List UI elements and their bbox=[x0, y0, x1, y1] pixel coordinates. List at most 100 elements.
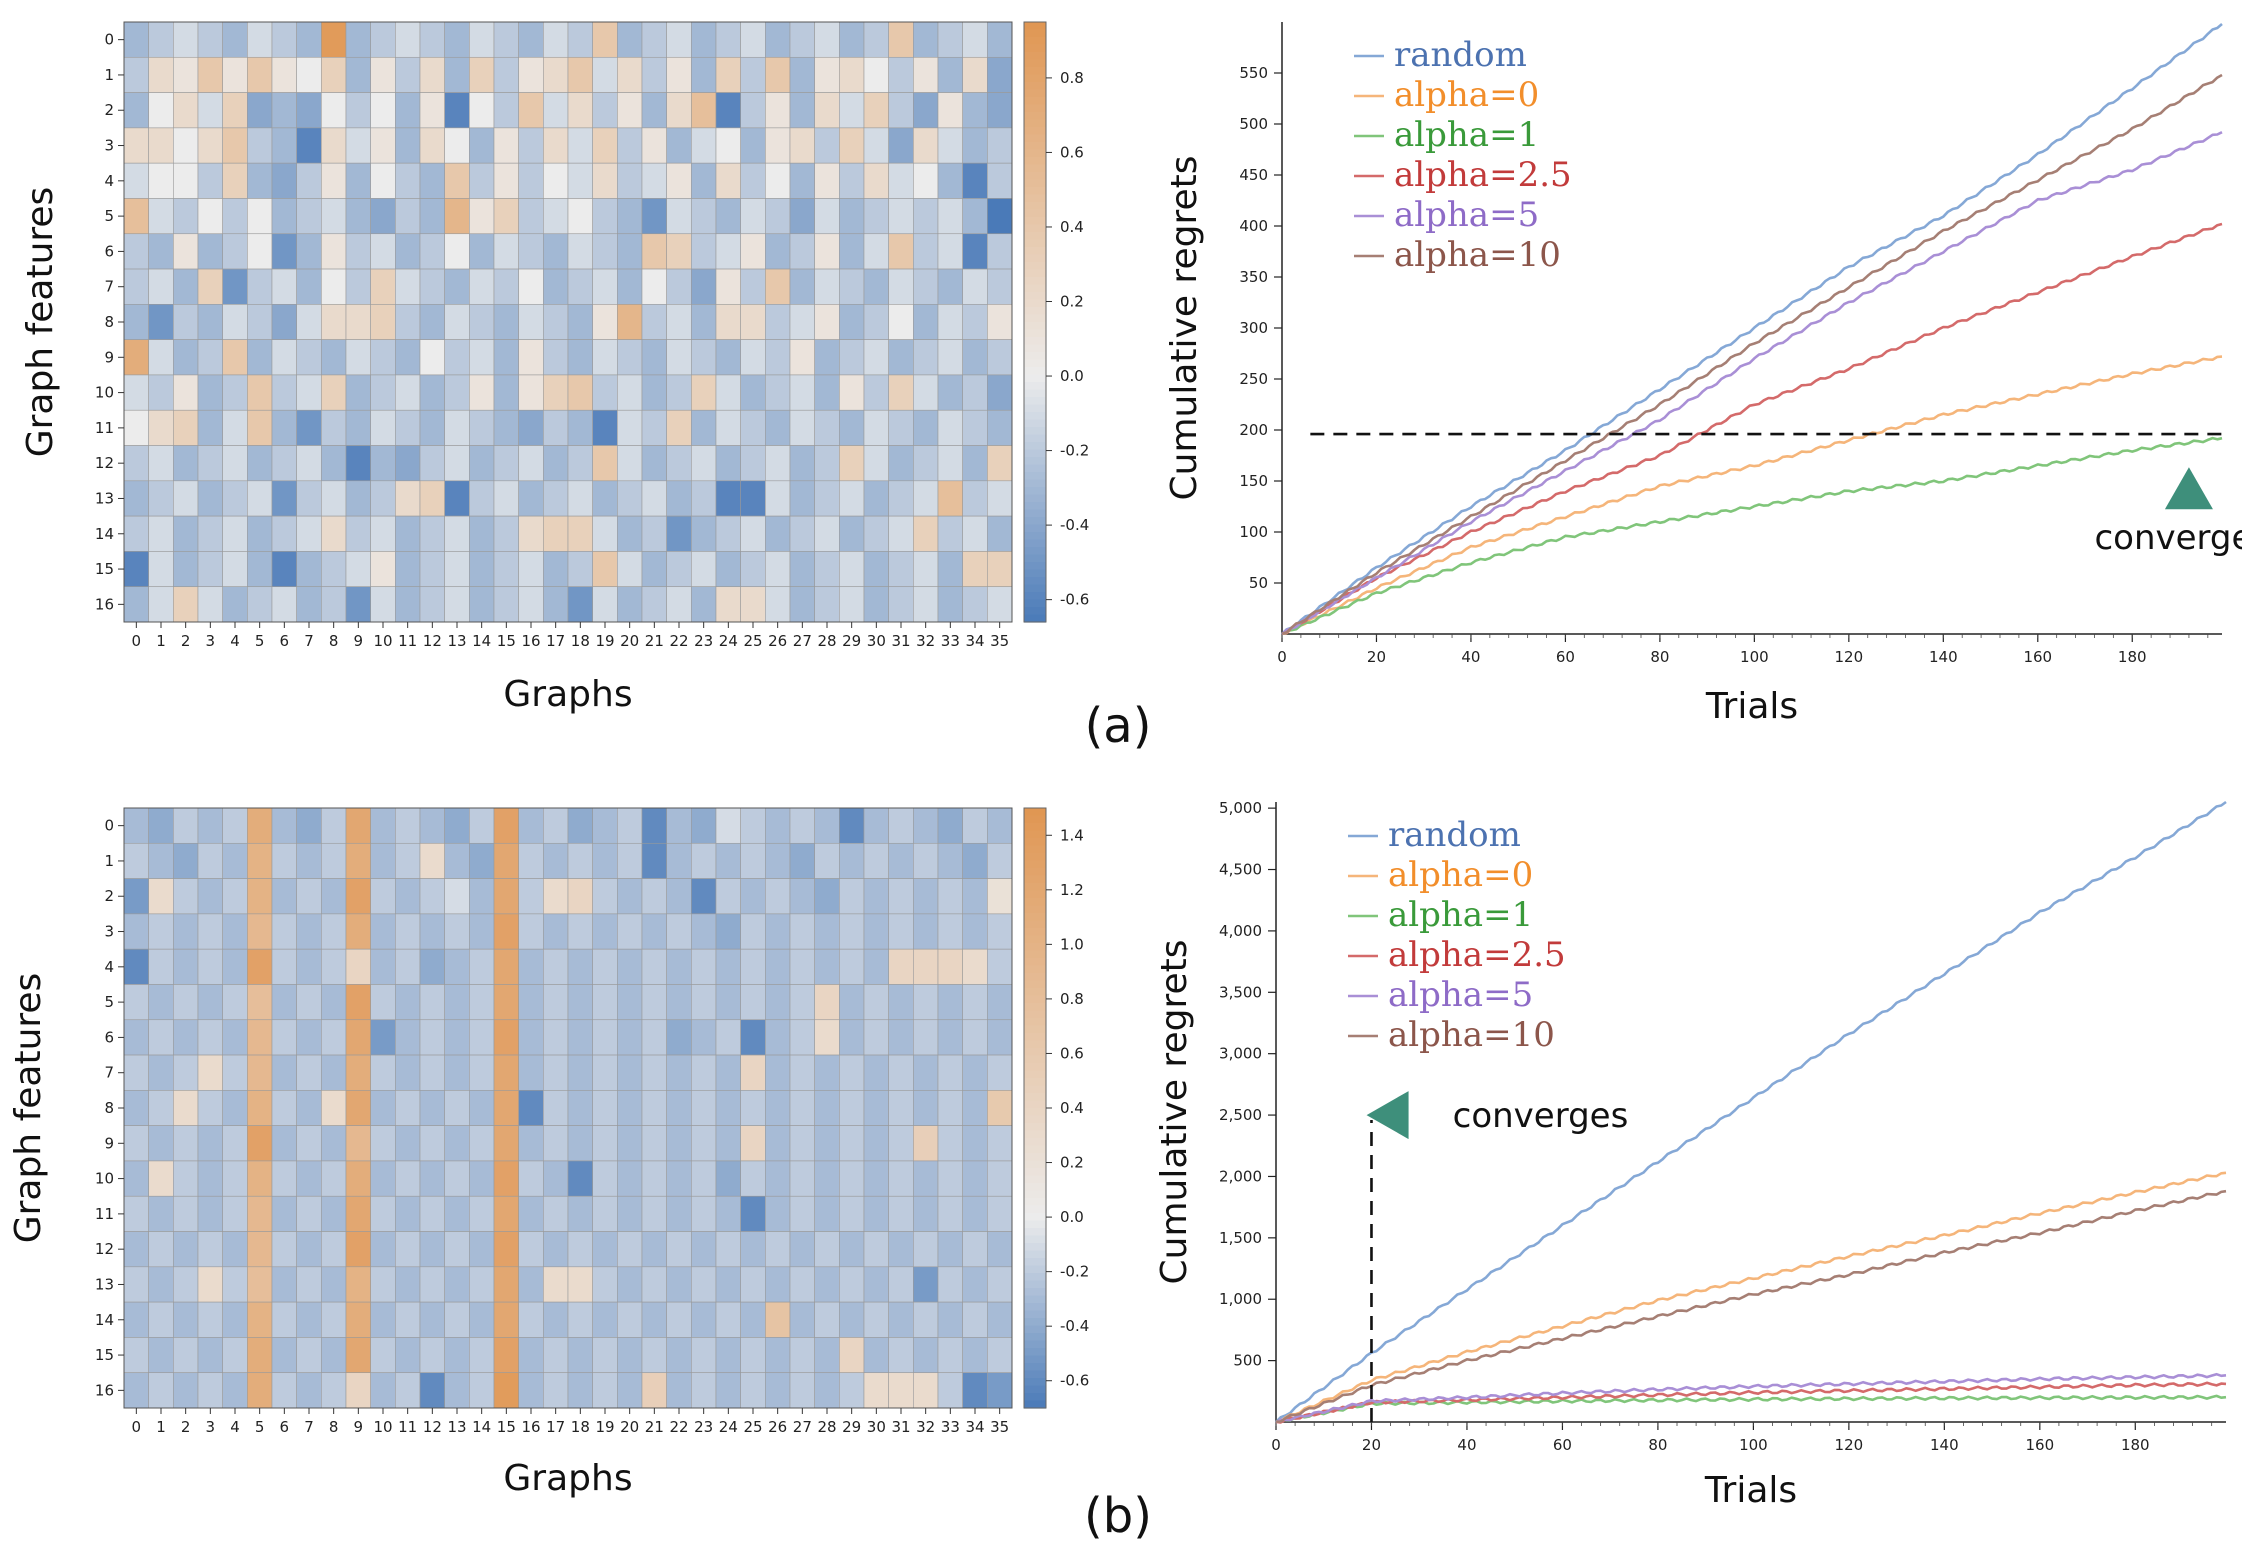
heatmap-cell bbox=[543, 1019, 569, 1056]
heatmap-cell bbox=[641, 948, 667, 985]
heatmap-cell bbox=[247, 1195, 273, 1232]
heatmap-cell bbox=[493, 1054, 519, 1091]
colorbar-segment bbox=[1024, 1130, 1046, 1139]
colorbar-segment bbox=[1024, 149, 1046, 158]
heatmap-cell bbox=[987, 807, 1013, 844]
heatmap-cell bbox=[148, 92, 174, 129]
heatmap-cell bbox=[370, 984, 396, 1021]
heatmap-cell bbox=[469, 374, 495, 411]
heatmap-cell bbox=[691, 162, 717, 199]
heatmap-cell bbox=[419, 984, 445, 1021]
heatmap-row-label: 0 bbox=[104, 817, 114, 835]
heatmap-cell bbox=[370, 1231, 396, 1268]
heatmap-cell bbox=[296, 878, 322, 915]
heatmap-cell bbox=[469, 162, 495, 199]
heatmap-cell bbox=[913, 1019, 939, 1056]
heatmap-cell bbox=[789, 198, 815, 235]
heatmap-cell bbox=[493, 92, 519, 129]
colorbar-tick-label: -0.2 bbox=[1060, 1263, 1089, 1281]
heatmap-cell bbox=[839, 1090, 865, 1126]
heatmap-cell bbox=[148, 1231, 174, 1268]
heatmap-cell bbox=[197, 878, 223, 915]
heatmap-cell bbox=[148, 913, 174, 950]
heatmap-cell bbox=[937, 1266, 963, 1303]
panel-label-b: (b) bbox=[1084, 1488, 1152, 1544]
heatmap-cell bbox=[567, 1337, 593, 1374]
heatmap-cell bbox=[987, 198, 1013, 235]
heatmap-cell bbox=[641, 586, 667, 623]
heatmap-row-label: 5 bbox=[104, 207, 114, 225]
heatmap-cell bbox=[567, 480, 593, 517]
heatmap-cell bbox=[641, 913, 667, 950]
heatmap-col-label: 8 bbox=[329, 632, 339, 650]
heatmap-cell bbox=[592, 480, 618, 517]
line-chart-b: 0 20 40 60 80 100 120 140 160 1805001,0001,5002,0… bbox=[1154, 799, 2227, 1511]
heatmap-cell bbox=[740, 21, 766, 58]
heatmap-cell bbox=[666, 807, 692, 844]
heatmap-cell bbox=[913, 268, 939, 305]
heatmap-cell bbox=[543, 1372, 569, 1409]
heatmap-cell bbox=[740, 1160, 766, 1197]
heatmap-cell bbox=[913, 913, 939, 950]
heatmap-cell bbox=[888, 1266, 914, 1303]
heatmap-cell bbox=[395, 304, 421, 340]
colorbar-segment bbox=[1024, 217, 1046, 226]
heatmap-cell bbox=[863, 480, 889, 517]
heatmap-cell bbox=[370, 304, 396, 340]
heatmap-cell bbox=[419, 878, 445, 915]
heatmap-cell bbox=[395, 1054, 421, 1091]
y-tick-label: 1,000 bbox=[1219, 1290, 1262, 1308]
colorbar-segment bbox=[1024, 22, 1046, 31]
heatmap-cell bbox=[345, 1019, 371, 1056]
heatmap-cell bbox=[740, 1266, 766, 1303]
heatmap-cell bbox=[419, 92, 445, 129]
colorbar-segment bbox=[1024, 958, 1046, 967]
heatmap-cell bbox=[592, 1231, 618, 1268]
heatmap-cell bbox=[321, 1125, 347, 1162]
colorbar-segment bbox=[1024, 472, 1046, 481]
heatmap-cell bbox=[493, 304, 519, 340]
legend-label: alpha=0 bbox=[1388, 855, 1533, 895]
series-line-alpha-0 bbox=[1281, 355, 2223, 636]
heatmap-cell bbox=[370, 268, 396, 305]
heatmap-cell bbox=[691, 409, 717, 446]
heatmap-cell bbox=[469, 409, 495, 446]
heatmap-cell bbox=[863, 1125, 889, 1162]
heatmap-cell bbox=[370, 1160, 396, 1197]
heatmap-row-label: 2 bbox=[104, 101, 114, 119]
heatmap-cell bbox=[987, 304, 1013, 340]
legend-label: alpha=1 bbox=[1394, 115, 1539, 155]
heatmap-cell bbox=[173, 374, 199, 411]
heatmap-cell bbox=[419, 1019, 445, 1056]
heatmap-cell bbox=[765, 1231, 791, 1268]
heatmap-cell bbox=[148, 1090, 174, 1126]
heatmap-cell bbox=[345, 913, 371, 950]
heatmap-cell bbox=[296, 480, 322, 517]
heatmap-cell bbox=[765, 1337, 791, 1374]
colorbar-segment bbox=[1024, 1055, 1046, 1064]
heatmap-cell bbox=[691, 913, 717, 950]
heatmap-cell bbox=[814, 304, 840, 340]
colorbar-segment bbox=[1024, 464, 1046, 473]
heatmap-cell bbox=[592, 948, 618, 985]
heatmap-cell bbox=[987, 162, 1013, 199]
series-line-alpha-2-5 bbox=[1275, 1381, 2227, 1424]
heatmap-cell bbox=[123, 233, 149, 270]
heatmap-cell bbox=[765, 1372, 791, 1409]
heatmap-cell bbox=[321, 1195, 347, 1232]
heatmap-cell bbox=[197, 56, 223, 93]
heatmap-col-label: 28 bbox=[817, 1418, 836, 1436]
colorbar-segment bbox=[1024, 457, 1046, 466]
legend-label: alpha=5 bbox=[1394, 195, 1539, 235]
heatmap-row-label: 8 bbox=[104, 313, 114, 331]
heatmap-cell bbox=[592, 1337, 618, 1374]
heatmap-cell bbox=[222, 1160, 248, 1197]
heatmap-cell bbox=[321, 233, 347, 270]
heatmap-cell bbox=[222, 1054, 248, 1091]
heatmap-cell bbox=[271, 1090, 297, 1126]
heatmap-cell bbox=[567, 878, 593, 915]
heatmap-cell bbox=[419, 913, 445, 950]
heatmap-cell bbox=[469, 586, 495, 623]
heatmap-cell bbox=[222, 339, 248, 376]
heatmap-cell bbox=[666, 233, 692, 270]
